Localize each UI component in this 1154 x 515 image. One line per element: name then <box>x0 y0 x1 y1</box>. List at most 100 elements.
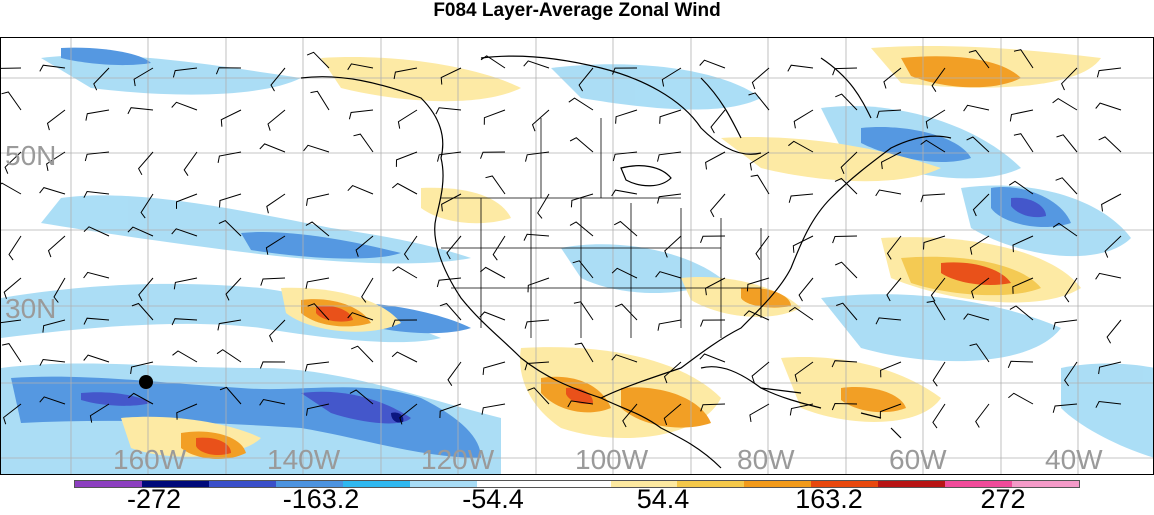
wind-barb <box>1106 319 1122 344</box>
wind-barb <box>531 109 550 132</box>
wind-barb <box>836 302 858 321</box>
wind-barb <box>880 151 902 170</box>
lat-label-50n: 50N <box>5 140 57 171</box>
wind-barb <box>89 403 110 423</box>
wind-barb <box>483 109 506 125</box>
map-title: F084 Layer-Average Zonal Wind <box>433 0 721 21</box>
shade-region <box>821 294 1061 362</box>
wind-barb <box>306 51 330 69</box>
wind-barb <box>1056 134 1078 153</box>
wind-barb <box>1052 97 1078 111</box>
wind-barb <box>1 91 22 111</box>
wind-barb <box>834 177 858 195</box>
hawaii-marker <box>139 375 153 389</box>
wind-barb <box>481 403 506 415</box>
wind-barb <box>347 312 374 321</box>
wind-barb <box>932 403 946 429</box>
wind-barb <box>403 235 418 261</box>
wind-barb <box>351 345 374 363</box>
wind-barb <box>750 174 770 195</box>
shade-region <box>421 187 511 224</box>
wind-barb <box>789 403 814 416</box>
wind-barb <box>391 351 418 363</box>
wind-barb <box>393 67 418 80</box>
wind-barb <box>659 109 682 124</box>
wind-barb <box>1055 177 1078 195</box>
wind-barb <box>1104 235 1122 258</box>
wind-barb <box>1 319 22 324</box>
wind-barb <box>749 403 770 422</box>
wind-barb <box>1095 272 1122 280</box>
wind-barb <box>969 343 990 363</box>
wind-barb <box>3 403 22 425</box>
wind-barb <box>793 109 814 129</box>
wind-barb <box>479 266 506 279</box>
wind-barb <box>875 317 902 325</box>
wind-barb <box>310 90 330 111</box>
wind-barb <box>664 235 682 258</box>
wind-barb <box>138 277 154 302</box>
wind-barb <box>1013 49 1034 69</box>
colorbar <box>74 480 1080 488</box>
wind-barb <box>572 260 594 279</box>
wind-barb <box>527 387 550 405</box>
wind-barb <box>788 193 814 203</box>
wind-barb <box>46 109 66 131</box>
colorbar-swatch <box>75 481 142 487</box>
wind-barb <box>270 67 286 92</box>
wind-barb <box>347 63 374 71</box>
lon-label-40w: 40W <box>1045 444 1103 475</box>
colorbar-swatch <box>476 481 544 487</box>
shade-region <box>1011 197 1046 218</box>
wind-barb <box>46 151 66 171</box>
wind-barb <box>259 143 286 153</box>
wind-barb <box>1 343 22 363</box>
shade-region <box>901 56 1021 88</box>
wind-barb <box>749 151 770 171</box>
wind-barb <box>83 190 110 198</box>
colorbar-swatch <box>1012 481 1080 487</box>
shade-region <box>721 137 941 182</box>
wind-barb <box>217 151 242 163</box>
wind-barb <box>1012 235 1034 253</box>
wind-barb <box>8 235 22 261</box>
wind-barb <box>1098 136 1122 153</box>
wind-barb <box>83 354 110 363</box>
wind-barb <box>524 319 550 329</box>
wind-barb <box>880 361 902 378</box>
wind-barb <box>879 403 902 419</box>
wind-barb <box>84 151 110 162</box>
lon-label-80w: 80W <box>737 444 795 475</box>
wind-barb <box>1095 400 1122 408</box>
colorbar-label: -272 <box>126 484 182 514</box>
wind-barb <box>969 235 990 255</box>
lat-label-30n: 30N <box>5 293 57 324</box>
wind-barb <box>1096 67 1122 78</box>
wind-barb <box>85 109 110 121</box>
wind-barb <box>657 151 682 162</box>
wind-barb <box>611 267 638 279</box>
wind-barb <box>441 193 462 212</box>
wind-barb <box>355 235 374 257</box>
wind-barb <box>831 402 858 411</box>
colorbar-swatch <box>610 481 678 487</box>
wind-barb <box>39 396 66 405</box>
wind-barb <box>1053 319 1078 330</box>
wind-barb <box>743 310 770 321</box>
wind-barb <box>971 277 990 299</box>
wind-barb <box>787 64 814 72</box>
wind-barb <box>611 189 638 197</box>
wind-barb <box>657 193 682 204</box>
wind-barb <box>446 235 462 260</box>
wind-barb <box>260 277 286 286</box>
shade-region <box>316 305 353 322</box>
wind-barb <box>1052 222 1078 237</box>
wind-barb <box>215 67 242 75</box>
wind-barb <box>875 189 902 197</box>
shade-region <box>741 287 791 308</box>
wind-barb <box>835 93 858 111</box>
wind-barb <box>1063 361 1078 387</box>
wind-barb <box>259 361 286 369</box>
wind-barb <box>657 319 682 331</box>
wind-barb <box>751 361 770 383</box>
